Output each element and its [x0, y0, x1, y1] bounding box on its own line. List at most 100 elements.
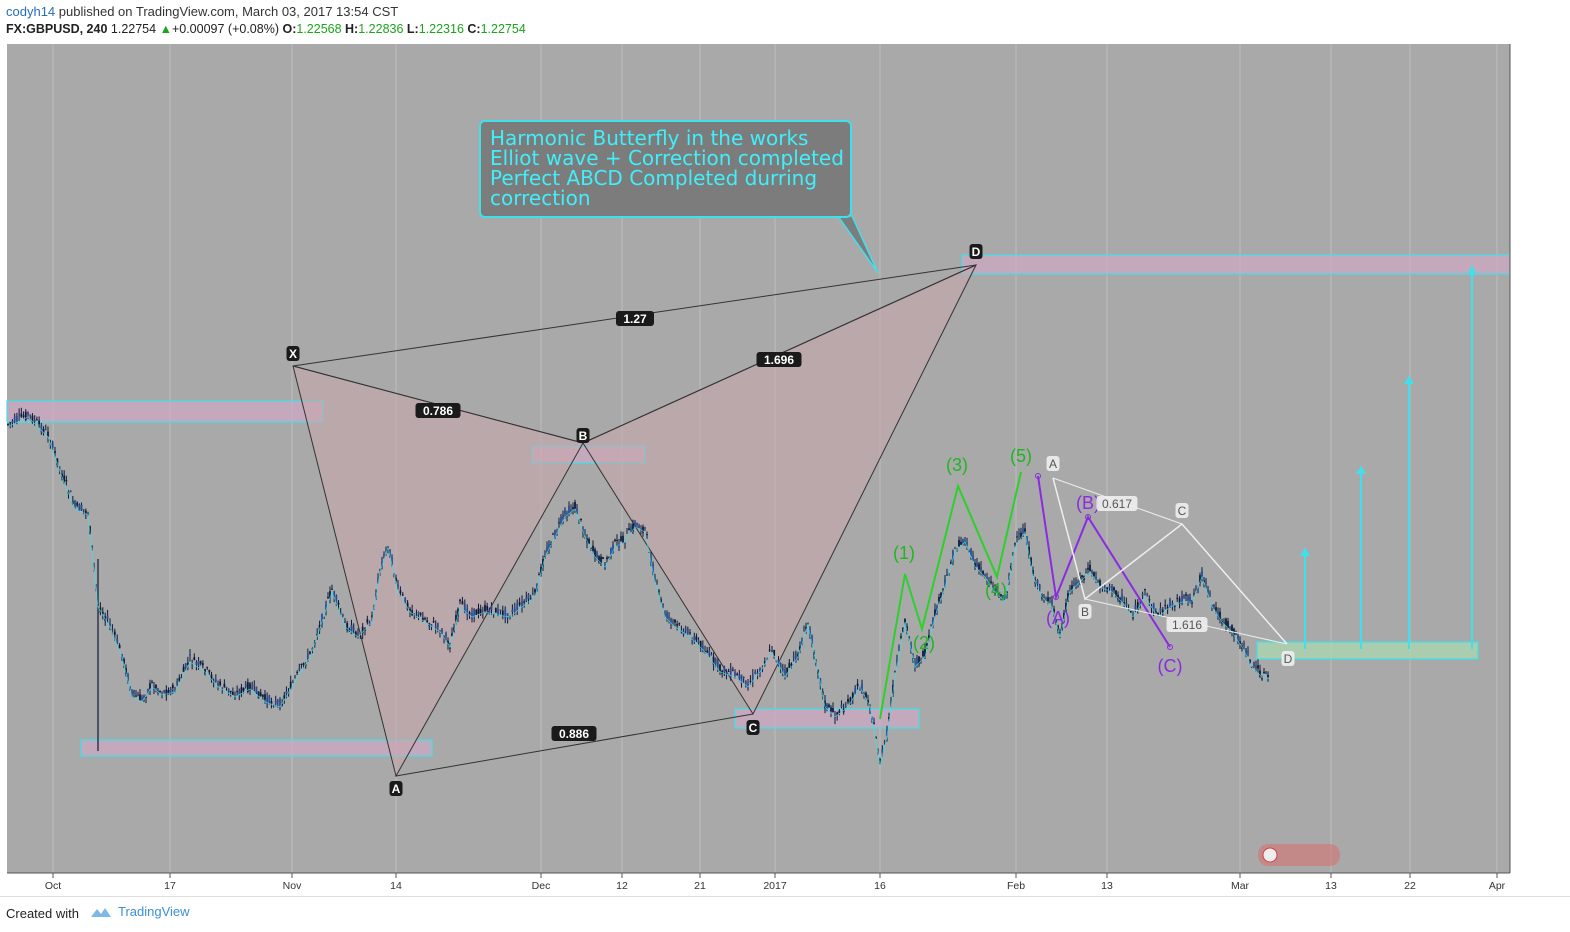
- candle-body: [18, 413, 21, 416]
- candle-body: [264, 694, 266, 700]
- note-line-2: Elliot wave + Correction completed: [490, 146, 844, 170]
- candle-body: [240, 687, 243, 694]
- open-label: O:: [282, 22, 297, 36]
- candle-body: [1235, 633, 1237, 635]
- author-link[interactable]: codyh14: [6, 4, 56, 19]
- candle-body: [529, 598, 532, 600]
- candle-body: [628, 528, 630, 531]
- candle-body: [678, 623, 681, 625]
- candle-body: [844, 706, 847, 708]
- candle-body: [1134, 605, 1137, 611]
- time-axis[interactable]: Oct 17 Nov 14 Dec 12 21 2017 16 Feb 13 Mar 13 22 Apr: [0, 872, 1510, 896]
- candle-body: [272, 705, 275, 707]
- candle-body: [1161, 609, 1164, 613]
- candle-body: [27, 412, 29, 415]
- target-arrowhead: [1467, 266, 1477, 274]
- candle-body: [568, 505, 570, 514]
- point-c: C: [749, 721, 758, 735]
- candle-body: [381, 561, 383, 567]
- candle-body: [7, 423, 9, 425]
- candle-body: [210, 674, 213, 680]
- candle-body: [1217, 611, 1219, 618]
- candle-body: [916, 657, 918, 665]
- ratio-label: 0.886: [559, 727, 589, 741]
- candle-body: [1030, 557, 1032, 566]
- candle-body: [22, 415, 25, 417]
- candle-body: [501, 610, 504, 616]
- candle-body: [674, 619, 676, 623]
- candle-body: [632, 523, 634, 532]
- candle-body: [223, 683, 226, 688]
- candle-body: [638, 525, 640, 529]
- candle-body: [137, 694, 139, 697]
- candle-body: [1141, 593, 1144, 596]
- candle-body: [596, 552, 598, 557]
- candle-body: [61, 473, 63, 478]
- candle-body: [1032, 570, 1034, 574]
- candle-body: [928, 635, 930, 639]
- candle-body: [1113, 587, 1115, 591]
- candle-body: [109, 622, 111, 626]
- time-tick-label: 12: [616, 880, 628, 892]
- candle-body: [135, 695, 137, 697]
- candle-body: [982, 570, 984, 576]
- time-tick-label: Apr: [1489, 880, 1506, 892]
- time-tick-label: 2017: [763, 880, 787, 892]
- candle-body: [1036, 580, 1039, 585]
- candle-body: [468, 612, 471, 616]
- candle-body: [47, 431, 49, 437]
- abcd-point-label-bg: [1281, 651, 1295, 666]
- candle-body: [811, 636, 813, 645]
- logo-globe-icon: [1262, 847, 1278, 863]
- candle-body: [1117, 594, 1119, 600]
- candle-body: [527, 594, 530, 599]
- candle-body: [186, 662, 189, 665]
- candle-body: [738, 674, 741, 679]
- candle-body: [706, 650, 709, 653]
- candle-body: [914, 662, 916, 667]
- candle-body: [658, 590, 660, 592]
- time-tick-label: Feb: [1007, 880, 1025, 892]
- candle-body: [906, 626, 908, 632]
- candle-body: [1121, 594, 1123, 602]
- abcd-point-label: C: [1178, 504, 1187, 518]
- candle-body: [932, 618, 934, 625]
- candle-body: [924, 649, 926, 657]
- tradingview-link[interactable]: TradingView: [90, 904, 190, 919]
- candle-body: [1253, 662, 1255, 667]
- candle-body: [588, 538, 590, 544]
- high-label: H:: [345, 22, 359, 36]
- candle-body: [42, 428, 45, 433]
- candle-body: [193, 657, 196, 660]
- candle-body: [35, 419, 38, 421]
- candle-body: [274, 700, 277, 705]
- point-c-bg: [746, 720, 760, 735]
- candle-body: [904, 619, 906, 624]
- candle-body: [1089, 564, 1091, 572]
- annotation-callout[interactable]: Harmonic Butterfly in the works Elliot w…: [479, 120, 852, 218]
- harmonic-butterfly: 1.27 1.696 0.786 0.886 X A B C D: [286, 244, 983, 796]
- tradingview-label: TradingView: [118, 904, 190, 919]
- candle-body: [642, 526, 644, 533]
- close-value: 1.22754: [480, 22, 526, 36]
- candle-body: [268, 695, 271, 703]
- candle-body: [664, 614, 666, 616]
- candle-body: [352, 626, 355, 630]
- candle-body: [492, 614, 495, 616]
- candle-body: [379, 569, 381, 572]
- candle-body: [747, 683, 749, 689]
- point-d: D: [972, 245, 981, 259]
- candle-body: [518, 602, 521, 605]
- candle-body: [622, 535, 624, 543]
- wave-node: [1053, 594, 1059, 600]
- candle-body: [399, 590, 402, 594]
- candle-body: [636, 522, 638, 525]
- candle-body: [432, 621, 435, 623]
- candle-body: [189, 654, 191, 656]
- candle-body: [580, 518, 582, 521]
- close-label: C:: [467, 22, 481, 36]
- candle-body: [886, 729, 888, 736]
- time-tick-label: 22: [1404, 880, 1416, 892]
- price-axis[interactable]: 1.160001.170001.180001.190001.210001.220…: [1509, 44, 1570, 896]
- candle-body: [644, 527, 646, 529]
